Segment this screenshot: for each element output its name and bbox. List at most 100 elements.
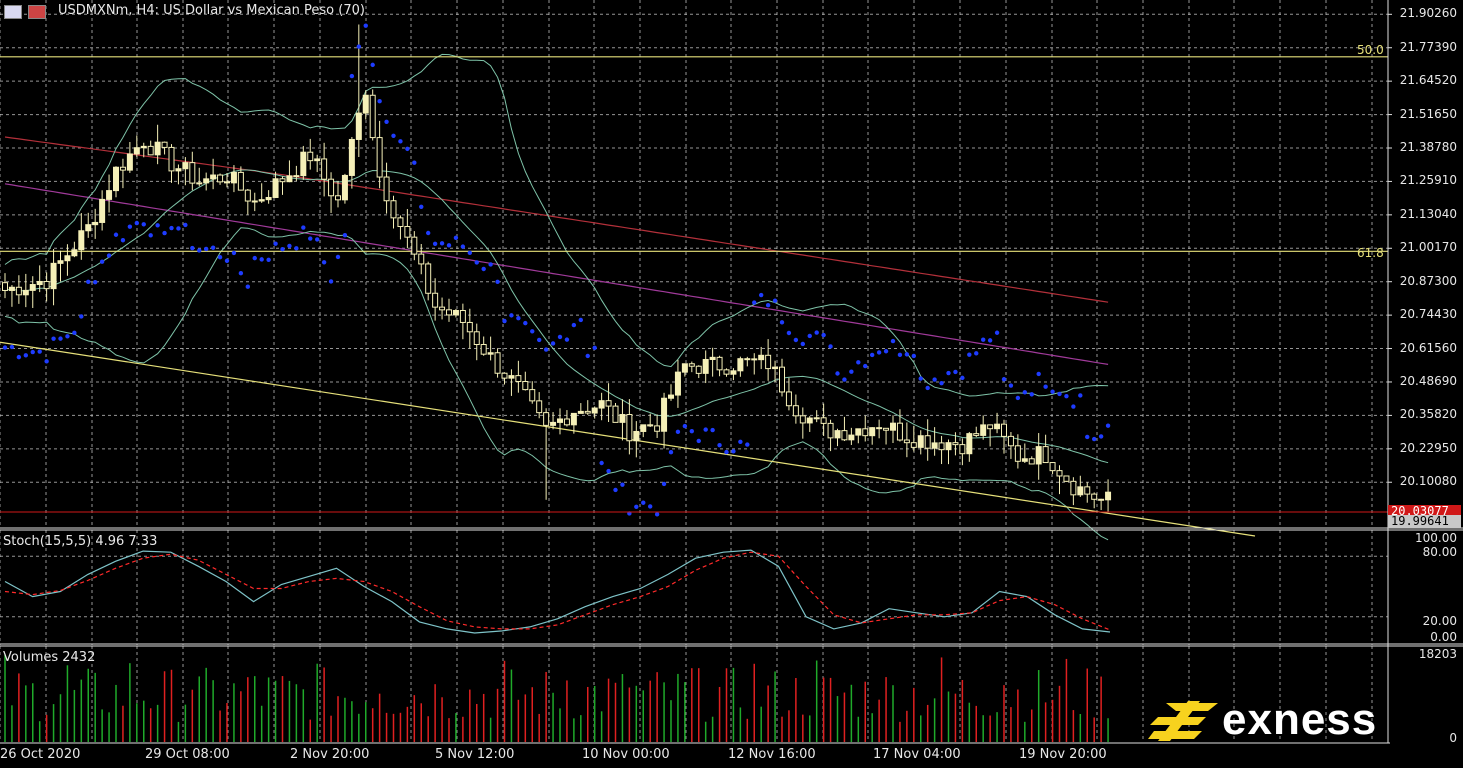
sar-dot xyxy=(58,336,63,341)
sar-dot xyxy=(30,349,35,355)
candle-body xyxy=(508,375,515,379)
candle-body xyxy=(605,400,612,407)
candle-body xyxy=(29,284,36,291)
candle-body xyxy=(702,358,709,374)
stoch-tick-0: 0.00 xyxy=(1430,630,1457,644)
candle-body xyxy=(85,224,92,232)
candle-body xyxy=(335,195,341,201)
candle-body xyxy=(390,200,397,219)
candle-body xyxy=(348,138,355,176)
sar-dot xyxy=(828,344,833,349)
sar-dot xyxy=(752,300,757,305)
candle-body xyxy=(772,366,779,370)
candle-body xyxy=(473,331,480,346)
candle-body xyxy=(987,424,994,430)
sar-dot xyxy=(238,271,244,276)
candle-body xyxy=(140,145,147,149)
candle-body xyxy=(550,421,557,426)
sar-dot xyxy=(148,233,153,238)
sar-dot xyxy=(342,232,348,238)
candle-body xyxy=(674,371,681,396)
sar-dot xyxy=(516,315,521,321)
price-tick: 20.22950 xyxy=(1399,440,1457,455)
candle-body xyxy=(411,236,418,255)
sar-dot xyxy=(835,371,840,376)
candle-body xyxy=(890,422,896,431)
candle-body xyxy=(369,94,376,139)
sar-dot xyxy=(932,377,937,382)
sar-dot xyxy=(710,427,715,433)
candle-body xyxy=(265,196,272,201)
chart-window-icon[interactable] xyxy=(4,5,22,19)
sar-dot xyxy=(883,349,889,354)
candle-body xyxy=(806,417,813,424)
sar-dot xyxy=(314,237,320,242)
sar-dot xyxy=(321,260,327,265)
candle-body xyxy=(633,430,640,442)
candle-body xyxy=(36,280,43,286)
sar-dot xyxy=(856,360,861,365)
sar-dot xyxy=(1001,377,1007,382)
sar-dot xyxy=(176,226,181,231)
sar-dot xyxy=(786,330,792,336)
sar-dot xyxy=(363,23,368,28)
chart-title: USDMXNm, H4: US Dollar vs Mexican Peso (… xyxy=(4,3,365,19)
sar-dot xyxy=(1091,436,1097,442)
sar-dot xyxy=(113,232,119,237)
time-tick: 5 Nov 12:00 xyxy=(435,747,515,762)
candle-body xyxy=(300,151,307,177)
candlesticks xyxy=(2,24,1112,513)
candle-body xyxy=(224,181,230,184)
sar-dot xyxy=(252,255,257,261)
candle-body xyxy=(765,354,772,370)
sar-dot xyxy=(120,238,126,243)
sar-dot xyxy=(668,449,674,455)
stochastic-panel xyxy=(4,549,1111,634)
sar-dot xyxy=(155,223,160,228)
price-tick: 20.74430 xyxy=(1399,307,1457,322)
candle-body xyxy=(1056,470,1063,477)
candle-body xyxy=(570,412,577,426)
candle-body xyxy=(1001,423,1007,437)
sar-dot xyxy=(481,266,486,272)
sar-dot xyxy=(356,44,362,49)
candle-body xyxy=(161,141,168,148)
sar-dot xyxy=(474,260,479,265)
candle-body xyxy=(938,442,945,451)
candle-body xyxy=(189,162,196,184)
candle-body xyxy=(1070,480,1077,496)
candle-body xyxy=(119,166,126,171)
sar-dot xyxy=(571,322,577,328)
candle-body xyxy=(980,424,987,436)
sar-dot xyxy=(696,438,701,444)
sar-dot xyxy=(308,236,313,241)
sar-dot xyxy=(1098,434,1104,439)
candle-body xyxy=(536,400,543,414)
candle-body xyxy=(917,435,924,448)
fib-label-50: 50.0 xyxy=(1357,43,1384,57)
sar-dot xyxy=(169,225,174,231)
price-tick: 20.87300 xyxy=(1399,273,1457,288)
sar-dot xyxy=(745,442,750,447)
candle-body xyxy=(147,145,154,156)
sar-dot xyxy=(946,370,951,376)
candle-body xyxy=(529,389,536,402)
candle-body xyxy=(903,439,910,444)
stoch-signal-line xyxy=(4,551,1111,631)
candle-body xyxy=(106,190,113,200)
candle-body xyxy=(994,423,1001,430)
sar-dot xyxy=(2,345,8,350)
candle-body xyxy=(133,147,140,155)
candle-body xyxy=(1014,445,1021,462)
candle-body xyxy=(966,433,973,455)
sar-dot xyxy=(266,257,271,263)
chart-title-text: USDMXNm, H4: US Dollar vs Mexican Peso (… xyxy=(58,3,365,18)
candle-body xyxy=(71,249,78,257)
sar-dot xyxy=(592,345,597,350)
sar-dot xyxy=(391,133,396,138)
candle-body xyxy=(314,158,321,162)
candle-body xyxy=(293,175,300,178)
sar-dot xyxy=(953,369,958,375)
candle-body xyxy=(355,112,362,140)
